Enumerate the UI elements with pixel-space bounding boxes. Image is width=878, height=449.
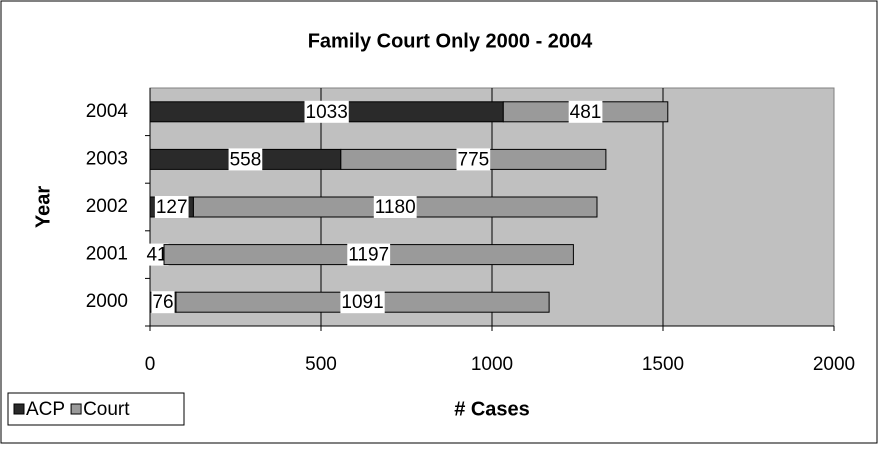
data-label: 775 [458, 149, 490, 170]
data-label: 1197 [348, 245, 389, 266]
data-label-bg [145, 243, 169, 266]
data-label: 1091 [341, 292, 383, 313]
data-label: 76 [152, 292, 173, 313]
chart-title: Family Court Only 2000 - 2004 [308, 30, 593, 52]
x-tick-label: 1000 [471, 354, 513, 375]
y-tick-label: 2004 [86, 101, 129, 122]
legend [7, 392, 185, 426]
data-label: 481 [570, 102, 602, 123]
y-axis-label: Year [32, 186, 54, 228]
legend-label: Court [83, 399, 130, 420]
y-tick-label: 2001 [86, 244, 128, 265]
data-label-bg [373, 196, 417, 218]
data-label-bg [228, 148, 263, 171]
data-label: 558 [230, 149, 262, 170]
data-label-bg [151, 291, 175, 314]
data-label: 1033 [306, 102, 348, 123]
y-tick-label: 2003 [86, 148, 128, 169]
y-tick-label: 2002 [86, 196, 128, 217]
data-label-bg [154, 196, 189, 218]
legend-swatch [13, 403, 25, 415]
y-tick-label: 2000 [86, 291, 128, 312]
x-tick-label: 2000 [813, 354, 855, 375]
data-label: 1180 [375, 197, 416, 218]
data-label: 127 [156, 197, 188, 218]
x-tick-label: 500 [305, 354, 337, 375]
data-label-bg [456, 148, 491, 171]
data-label-bg [568, 100, 603, 123]
x-axis-label: # Cases [454, 398, 530, 420]
data-label-bg [304, 100, 349, 123]
legend-label: ACP [26, 399, 65, 420]
data-label: 41 [146, 245, 167, 266]
data-label-bg [347, 243, 391, 266]
legend-swatch [70, 403, 82, 415]
x-tick-label: 0 [145, 354, 156, 375]
data-label-bg [340, 291, 385, 314]
x-tick-label: 1500 [642, 354, 684, 375]
